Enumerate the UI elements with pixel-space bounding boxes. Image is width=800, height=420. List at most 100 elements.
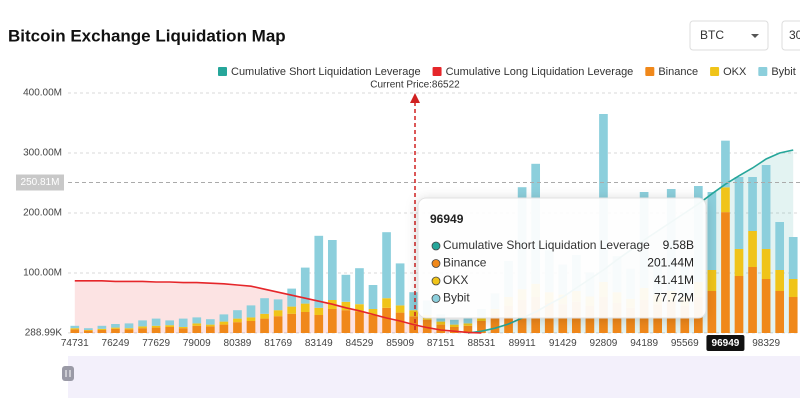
bar — [165, 325, 175, 327]
bar — [355, 311, 364, 333]
x-tick-label: 77629 — [142, 338, 170, 349]
bar — [260, 298, 269, 314]
bar — [436, 321, 446, 325]
bar — [314, 307, 324, 315]
x-tick-label: 98329 — [752, 338, 780, 349]
bar — [558, 304, 568, 333]
select-value[interactable]: 30 — [789, 28, 800, 42]
x-tick-label: 85909 — [386, 338, 414, 349]
select-box[interactable] — [781, 20, 800, 51]
bar — [382, 307, 391, 333]
bar — [775, 270, 785, 291]
x-tick-label: 79009 — [183, 338, 211, 349]
bar — [151, 327, 161, 333]
bar — [734, 249, 744, 276]
tooltip-title: 96949 — [430, 212, 464, 226]
bar — [341, 301, 351, 311]
bar — [300, 312, 310, 333]
bar — [788, 279, 798, 297]
tooltip-marker — [431, 294, 441, 303]
tooltip-value: 41.41M — [654, 273, 694, 287]
bar — [83, 330, 93, 333]
crosshair-label-box — [16, 174, 64, 191]
bar — [449, 324, 459, 327]
y-tick-label: 100.00M — [23, 268, 62, 279]
tooltip-value: 201.44M — [647, 256, 694, 270]
bar — [341, 310, 351, 333]
bar — [260, 318, 269, 333]
bar — [233, 318, 242, 323]
bar — [626, 307, 635, 333]
bar — [260, 313, 269, 319]
bar — [70, 329, 80, 333]
bar — [205, 324, 215, 327]
bar — [287, 288, 297, 307]
y-tick-label: 288.99K — [25, 327, 63, 338]
select-box[interactable] — [689, 20, 769, 51]
bar — [775, 291, 785, 333]
x-tick-label: 96949 — [712, 338, 740, 349]
legend-label: Bybit — [771, 66, 795, 78]
bar — [680, 306, 690, 333]
bar — [111, 327, 120, 329]
bar — [734, 177, 744, 249]
bar — [463, 323, 473, 326]
select-value[interactable]: BTC — [700, 28, 724, 42]
bar — [233, 310, 242, 319]
bar — [178, 327, 188, 329]
legend-label: OKX — [723, 66, 747, 78]
bar — [748, 177, 757, 231]
x-tick-label: 87151 — [427, 338, 455, 349]
bar — [788, 237, 798, 279]
select-caret[interactable] — [751, 34, 759, 38]
overlay: Current Price:86522 — [370, 80, 460, 330]
tooltip-name: Binance — [443, 256, 487, 270]
bar — [124, 329, 134, 333]
tooltip: 96949 Cumulative Short Liquidation Lever… — [417, 197, 707, 319]
x-tick-label: 81769 — [264, 338, 292, 349]
bar — [355, 268, 364, 305]
bar — [721, 140, 730, 188]
y-tick-label: 400.00M — [23, 88, 62, 99]
legend: Cumulative Short Liquidation Leverage Cum… — [218, 66, 796, 78]
x-tick-label: 89911 — [509, 338, 537, 349]
bar — [111, 328, 120, 333]
bar — [246, 317, 256, 321]
bar — [70, 325, 80, 329]
bar — [368, 285, 378, 309]
legend-swatch — [218, 67, 227, 76]
bar — [219, 321, 229, 325]
x-tick-label: 91429 — [549, 338, 577, 349]
bar — [138, 328, 147, 333]
bar — [707, 270, 717, 291]
bar — [219, 324, 229, 333]
bar — [97, 330, 107, 333]
period-select[interactable]: 30 — [781, 20, 800, 51]
bar — [246, 305, 256, 318]
bar — [653, 304, 663, 333]
bar — [300, 267, 310, 304]
legend-swatch — [758, 67, 768, 76]
bar — [192, 323, 202, 326]
x-tick-label: 92809 — [590, 338, 618, 349]
bar — [205, 326, 215, 333]
bar — [273, 316, 283, 333]
bar — [409, 292, 419, 311]
tooltip-name: Cumulative Short Liquidation Leverage — [443, 238, 650, 252]
y-tick-label: 300.00M — [23, 148, 62, 159]
bar — [138, 326, 147, 329]
bar — [761, 249, 771, 279]
bar — [314, 315, 324, 333]
x-tick-label: 74731 — [61, 338, 89, 349]
bar — [138, 320, 147, 327]
zoom-handle[interactable] — [62, 366, 74, 381]
bar — [151, 325, 161, 328]
bar — [463, 317, 473, 324]
coin-select[interactable]: BTC — [689, 20, 769, 51]
tooltip-value: 77.72M — [654, 291, 694, 305]
legend-swatch — [645, 67, 655, 76]
zoom-slider[interactable] — [68, 356, 800, 398]
bar — [504, 306, 513, 333]
bar — [178, 318, 188, 327]
page-title: Bitcoin Exchange Liquidation Map — [8, 26, 286, 45]
